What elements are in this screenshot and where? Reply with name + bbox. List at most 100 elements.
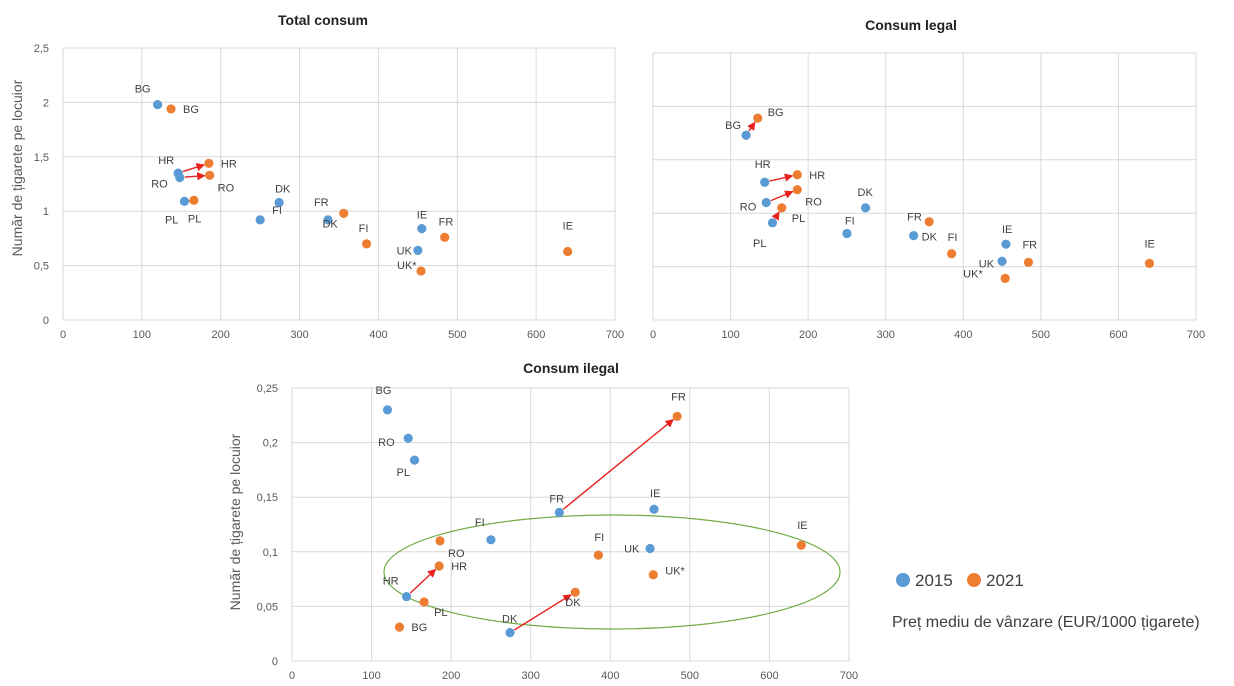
x-tick-label: 400 xyxy=(954,329,972,341)
data-point-2015-RO xyxy=(403,433,413,443)
point-label: DK xyxy=(322,218,338,230)
point-label: IE xyxy=(797,520,807,532)
data-point-2021-UK xyxy=(648,570,658,580)
data-point-2021-RO xyxy=(792,185,802,195)
y-axis-label: Număr de țigarete pe locuior xyxy=(227,433,243,610)
point-label: RO xyxy=(805,197,822,209)
change-arrow xyxy=(409,568,437,594)
x-tick-label: 0 xyxy=(650,329,656,341)
point-label: FR xyxy=(1022,239,1037,251)
data-point-2021-UK xyxy=(1000,273,1010,283)
data-point-2015-IE xyxy=(1001,239,1011,249)
data-point-2015-IE xyxy=(417,224,427,234)
y-tick-label: 0,1 xyxy=(263,547,278,559)
point-label: FI xyxy=(359,223,369,235)
data-point-2021-BG xyxy=(394,622,405,632)
point-label: RO xyxy=(218,182,235,194)
data-point-2015-FI xyxy=(842,228,852,239)
x-tick-label: 600 xyxy=(527,329,545,341)
change-arrow xyxy=(184,172,206,181)
y-tick-label: 2,5 xyxy=(34,43,49,55)
data-point-2015-PL xyxy=(179,196,190,207)
point-label: FR xyxy=(907,212,922,224)
point-label: BG xyxy=(183,104,199,116)
point-label: FI xyxy=(948,232,958,244)
chart-title: Total consum xyxy=(278,12,368,28)
point-label: FR xyxy=(314,197,329,209)
chart-title: Consum ilegal xyxy=(523,360,619,376)
legend-label-2015: 2015 xyxy=(915,571,953,590)
y-tick-label: 0,15 xyxy=(257,492,278,504)
data-point-2021-IE xyxy=(1144,258,1155,268)
data-point-2021-DK xyxy=(570,587,580,597)
point-label: PL xyxy=(165,214,178,226)
data-point-2015-BG xyxy=(741,130,751,140)
data-point-2021-HR xyxy=(204,158,214,168)
change-arrow xyxy=(770,190,794,202)
highlight-ellipse xyxy=(383,514,841,630)
point-label: PL xyxy=(397,467,410,479)
point-label: PL xyxy=(792,213,805,225)
x-tick-label: 100 xyxy=(133,329,151,341)
point-label: FI xyxy=(594,532,604,544)
data-point-2021-FR xyxy=(440,232,450,242)
x-axis-label: Preț mediu de vânzare (EUR/1000 țigarete… xyxy=(892,614,1200,631)
point-label: DK xyxy=(565,597,581,609)
point-label: IE xyxy=(1002,224,1012,236)
data-point-2015-IE xyxy=(649,504,659,514)
y-tick-label: 0 xyxy=(272,656,278,668)
data-point-2021-RO xyxy=(435,536,445,546)
data-point-2021-FI xyxy=(362,239,372,249)
point-label: FR xyxy=(549,493,564,505)
legend-marker-2015 xyxy=(896,573,910,587)
data-point-2015-RO xyxy=(175,172,185,183)
point-label: FI xyxy=(272,205,282,217)
x-tick-label: 500 xyxy=(448,329,466,341)
point-label: RO xyxy=(740,202,757,214)
legend-label-2021: 2021 xyxy=(986,571,1024,590)
point-label: BG xyxy=(768,107,784,119)
point-label: UK xyxy=(397,245,413,257)
data-point-2021-FR xyxy=(672,411,682,421)
data-point-2021-HR xyxy=(434,561,444,571)
point-label: BG xyxy=(375,385,391,397)
data-point-2021-UK xyxy=(416,266,426,276)
y-tick-label: 0,2 xyxy=(263,438,278,450)
chart-title: Consum legal xyxy=(865,17,957,33)
data-point-2021-RO xyxy=(205,170,215,180)
point-label: HR xyxy=(755,159,771,171)
x-tick-label: 400 xyxy=(601,670,619,682)
point-label: IE xyxy=(650,488,660,500)
x-tick-label: 300 xyxy=(877,329,895,341)
data-point-2021-HR xyxy=(792,170,802,180)
x-tick-label: 500 xyxy=(681,670,699,682)
x-tick-label: 700 xyxy=(1187,329,1205,341)
chart-total-consum: Total consum Număr de țigarete pe locuio… xyxy=(9,12,624,341)
x-tick-label: 300 xyxy=(290,329,308,341)
change-arrow xyxy=(513,594,572,631)
point-label: UK* xyxy=(963,268,983,280)
data-point-2021-FR xyxy=(1023,257,1034,267)
data-point-2021-DK xyxy=(339,208,349,218)
data-point-2021-PL xyxy=(189,195,199,205)
point-label: HR xyxy=(451,561,467,573)
x-tick-label: 600 xyxy=(1109,329,1127,341)
data-point-2015-RO xyxy=(761,197,771,208)
data-point-2015-PL xyxy=(409,455,420,465)
legend: 2015 2021 Preț mediu de vânzare (EUR/100… xyxy=(892,571,1200,631)
data-point-2015-UK xyxy=(997,256,1007,266)
data-point-2015-FR xyxy=(554,507,564,518)
x-tick-label: 100 xyxy=(721,329,739,341)
x-tick-label: 0 xyxy=(289,670,295,682)
data-point-2021-BG xyxy=(753,113,763,123)
y-tick-label: 0,25 xyxy=(257,383,278,395)
change-arrow xyxy=(182,163,205,173)
y-tick-label: 0,5 xyxy=(34,261,49,273)
data-point-2015-FI xyxy=(486,535,496,545)
y-axis-label: Număr de țigarete pe locuior xyxy=(9,79,25,256)
y-tick-label: 0,05 xyxy=(257,601,278,613)
y-tick-label: 2 xyxy=(43,97,49,109)
point-label: FI xyxy=(475,517,485,529)
data-point-2015-FI xyxy=(255,215,265,225)
y-tick-label: 0 xyxy=(43,315,49,327)
